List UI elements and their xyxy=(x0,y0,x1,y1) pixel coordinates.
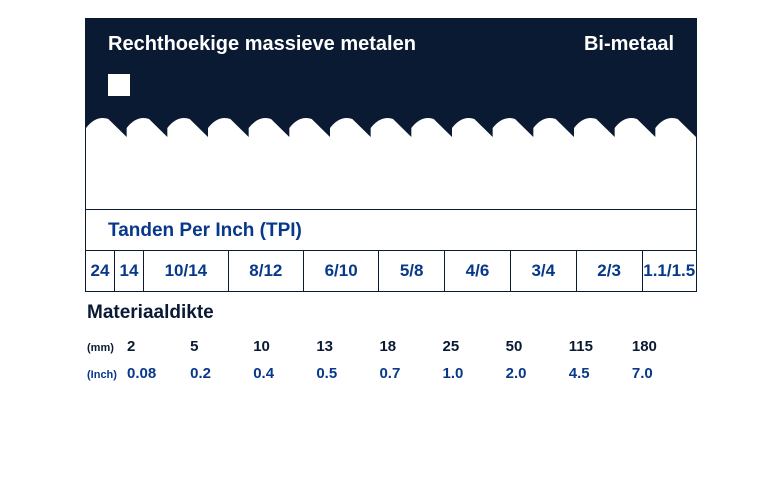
tpi-cell: 14 xyxy=(115,251,144,291)
inch-value: 4.5 xyxy=(569,365,632,382)
inch-value: 1.0 xyxy=(443,365,506,382)
tpi-section: Tanden Per Inch (TPI) 24 14 10/14 8/12 6… xyxy=(86,209,696,291)
tpi-cell: 5/8 xyxy=(379,251,445,291)
mm-value: 25 xyxy=(443,338,506,355)
inch-value: 0.7 xyxy=(379,365,442,382)
tpi-cell: 6/10 xyxy=(304,251,379,291)
tpi-cell: 10/14 xyxy=(144,251,229,291)
header-title-left: Rechthoekige massieve metalen xyxy=(108,33,416,56)
tpi-cell: 2/3 xyxy=(577,251,643,291)
material-row-inch: (Inch) 0.08 0.2 0.4 0.5 0.7 1.0 2.0 4.5 … xyxy=(87,365,695,382)
mm-value: 180 xyxy=(632,338,695,355)
mm-value: 10 xyxy=(253,338,316,355)
mm-value: 2 xyxy=(127,338,190,355)
inch-value: 7.0 xyxy=(632,365,695,382)
mm-value: 18 xyxy=(379,338,442,355)
mm-value: 5 xyxy=(190,338,253,355)
tpi-cell: 3/4 xyxy=(511,251,577,291)
material-shape-icon xyxy=(108,74,130,96)
inch-value: 0.2 xyxy=(190,365,253,382)
tpi-cell: 8/12 xyxy=(229,251,304,291)
mm-value: 50 xyxy=(506,338,569,355)
header-dark-panel: Rechthoekige massieve metalen Bi-metaal xyxy=(86,19,696,137)
material-row-mm: (mm) 2 5 10 13 18 25 50 115 180 xyxy=(87,338,695,355)
mm-value: 115 xyxy=(569,338,632,355)
white-gap xyxy=(86,137,696,209)
tpi-cell: 24 xyxy=(86,251,115,291)
saw-teeth-icon xyxy=(86,117,696,137)
inch-value: 0.08 xyxy=(127,365,190,382)
tpi-cell: 1.1/1.5 xyxy=(643,251,697,291)
unit-label-inch: (Inch) xyxy=(87,369,127,381)
tpi-cell: 4/6 xyxy=(445,251,511,291)
chart-container: Rechthoekige massieve metalen Bi-metaal … xyxy=(85,18,697,392)
header-title-right: Bi-metaal xyxy=(584,33,674,56)
inch-value: 0.4 xyxy=(253,365,316,382)
inch-value: 2.0 xyxy=(506,365,569,382)
unit-label-mm: (mm) xyxy=(87,342,127,354)
mm-value: 13 xyxy=(316,338,379,355)
material-section: Materiaaldikte (mm) 2 5 10 13 18 25 50 1… xyxy=(85,302,697,382)
tpi-title: Tanden Per Inch (TPI) xyxy=(86,210,696,250)
header-title-row: Rechthoekige massieve metalen Bi-metaal xyxy=(108,33,674,56)
header-box: Rechthoekige massieve metalen Bi-metaal … xyxy=(85,18,697,292)
material-title: Materiaaldikte xyxy=(87,302,695,324)
tpi-row: 24 14 10/14 8/12 6/10 5/8 4/6 3/4 2/3 1.… xyxy=(86,250,696,291)
inch-value: 0.5 xyxy=(316,365,379,382)
